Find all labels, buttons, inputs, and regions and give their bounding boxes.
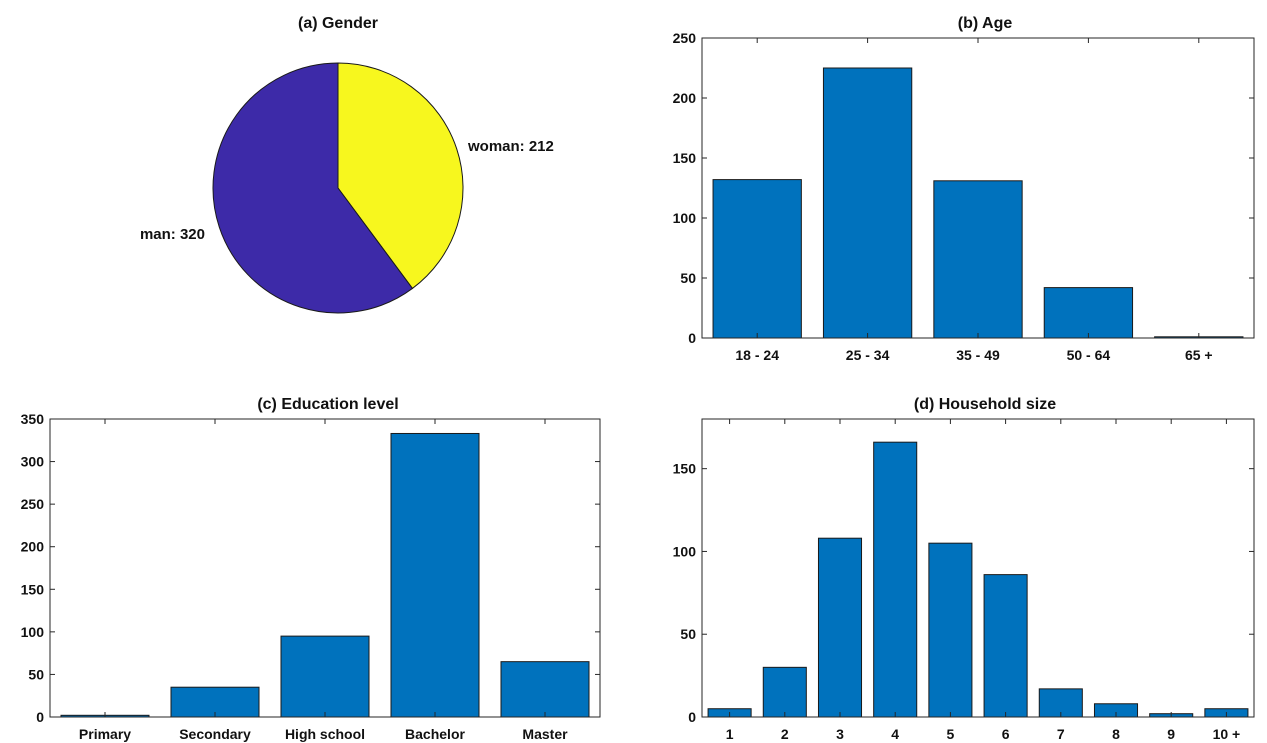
x-tick-label: Master: [522, 726, 568, 742]
y-tick-label: 100: [673, 210, 697, 226]
x-tick-label: High school: [285, 726, 365, 742]
bar: [1043, 287, 1134, 339]
x-tick-label: Bachelor: [405, 726, 465, 742]
x-tick-label: 7: [1057, 726, 1065, 742]
age-title: (b) Age: [958, 15, 1013, 32]
x-tick-label: Primary: [79, 726, 131, 742]
gender-pie-panel: (a) Gender woman: 212 man: 320: [140, 15, 554, 314]
x-tick-label: 1: [726, 726, 734, 742]
y-tick-label: 50: [680, 270, 696, 286]
y-tick-label: 200: [21, 539, 45, 555]
education-title: (c) Education level: [257, 396, 398, 413]
x-tick-label: 35 - 49: [956, 347, 1000, 363]
age-bar-panel: (b) Age 0 50 100 150 200 250 18 - 24 25 - 34 35 …: [673, 15, 1255, 363]
education-axes: 0 50 100 150 200 250 300 350 Primary Secondary Hig…: [21, 411, 601, 742]
y-tick-label: 150: [673, 150, 697, 166]
gender-title: (a) Gender: [298, 15, 378, 32]
y-tick-label: 0: [688, 330, 696, 346]
pie-label-woman: woman: 212: [467, 138, 554, 155]
gender-pie: [212, 62, 464, 314]
x-tick-label: 5: [947, 726, 955, 742]
x-tick-label: 2: [781, 726, 789, 742]
household-bar-panel: (d) Household size 0 50 100 150 1 2 3 4 5 6 7 8 9 10 …: [673, 396, 1255, 742]
x-tick-label: 6: [1002, 726, 1010, 742]
education-bar-panel: (c) Education level 0 50 100 150 200 250 300 35…: [21, 396, 601, 742]
y-tick-label: 0: [36, 709, 44, 725]
x-tick-label: 50 - 64: [1067, 347, 1111, 363]
pie-label-man: man: 320: [140, 226, 205, 243]
y-tick-label: 150: [21, 581, 45, 597]
y-tick-label: 50: [28, 666, 44, 682]
pie-slice-man: [212, 62, 414, 314]
axes-box: [701, 418, 1255, 718]
y-tick-label: 150: [673, 461, 697, 477]
y-tick-label: 100: [673, 543, 697, 559]
y-tick-label: 100: [21, 624, 45, 640]
household-axes: 0 50 100 150 1 2 3 4 5 6 7 8 9 10 +: [673, 418, 1255, 742]
y-tick-label: 200: [673, 90, 697, 106]
y-tick-label: 0: [688, 709, 696, 725]
x-tick-label: 9: [1167, 726, 1175, 742]
bar: [762, 666, 807, 718]
bar: [390, 432, 480, 718]
bar: [822, 67, 913, 339]
x-tick-label: 3: [836, 726, 844, 742]
y-tick-label: 250: [673, 30, 697, 46]
y-tick-label: 300: [21, 454, 45, 470]
x-tick-label: 10 +: [1213, 726, 1241, 742]
bar: [933, 180, 1023, 339]
y-tick-label: 50: [680, 626, 696, 642]
x-tick-label: 18 - 24: [735, 347, 779, 363]
x-tick-label: 8: [1112, 726, 1120, 742]
y-tick-label: 350: [21, 411, 45, 427]
x-tick-label: 4: [891, 726, 899, 742]
bar: [928, 542, 973, 718]
bar: [873, 441, 918, 718]
household-title: (d) Household size: [914, 396, 1056, 413]
x-tick-label: 25 - 34: [846, 347, 890, 363]
age-axes: 0 50 100 150 200 250 18 - 24 25 - 34 35 - 49 50 -…: [673, 30, 1255, 363]
bar: [712, 179, 802, 339]
bar: [817, 537, 863, 718]
bar: [500, 661, 590, 718]
bar: [983, 574, 1028, 718]
pie-slice-woman: [337, 62, 464, 290]
x-tick-label: Secondary: [179, 726, 251, 742]
y-tick-label: 250: [21, 496, 45, 512]
bar: [280, 635, 370, 718]
x-tick-label: 65 +: [1185, 347, 1213, 363]
